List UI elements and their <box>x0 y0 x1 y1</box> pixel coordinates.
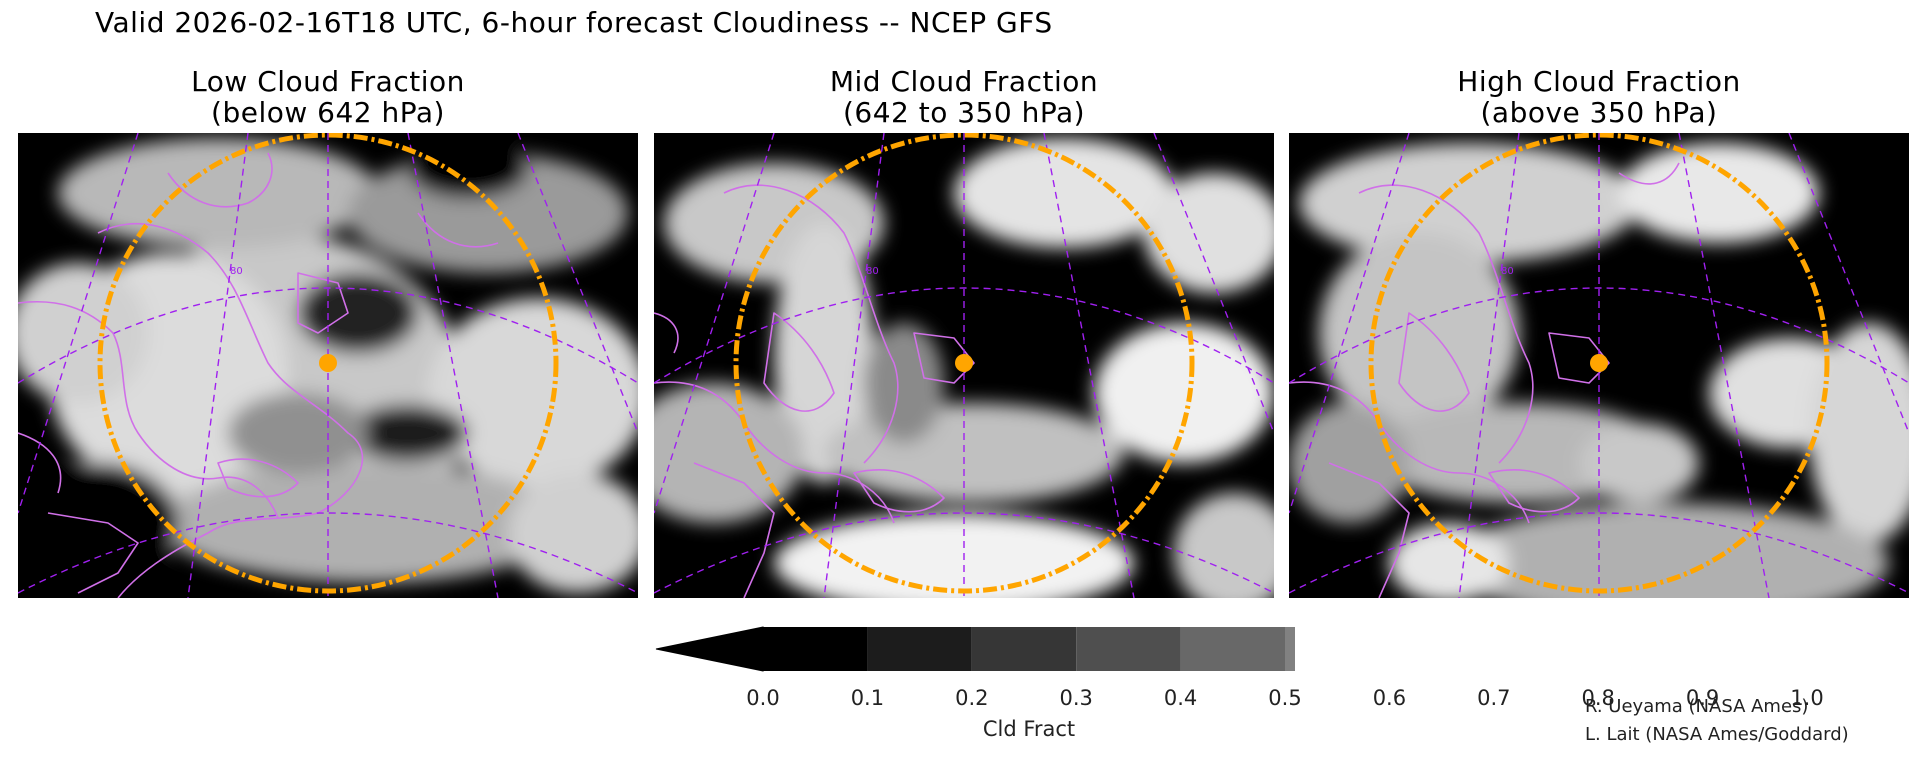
colorbar-tick-label: 0.1 <box>850 686 885 710</box>
panel-title-low-line1: Low Cloud Fraction <box>191 65 465 98</box>
range-ring <box>97 133 559 594</box>
colorbar-tick-label: 0.4 <box>1163 686 1198 710</box>
credit-line-2: L. Lait (NASA Ames/Goddard) <box>1585 724 1849 745</box>
grid-overlay <box>654 133 1274 598</box>
colorbar-tick-label: 0.2 <box>955 686 989 710</box>
colorbar-tick-label: 0.5 <box>1268 686 1302 710</box>
colorbar-tick-label: 0.8 <box>1581 686 1615 710</box>
colorbar-tick-label: 0.3 <box>1059 686 1093 710</box>
panel-title-mid-line2: (642 to 350 hPa) <box>842 96 1086 129</box>
colorbar-swatch <box>867 627 972 671</box>
colorbar-tick-label: 0.6 <box>1372 686 1407 710</box>
map-low: 80 <box>18 133 638 598</box>
panel-title-low: Low Cloud Fraction (below 642 hPa) <box>18 66 638 128</box>
colorbar-swatch <box>1285 627 1390 671</box>
colorbar-extension-low <box>655 626 764 672</box>
map-mid: 80 <box>654 133 1274 598</box>
colorbar-swatch <box>1180 627 1285 671</box>
colorbar-tick-label: 0.7 <box>1477 686 1511 710</box>
map-panel-mid: 80 <box>654 133 1274 598</box>
site-marker <box>1590 354 1608 372</box>
colorbar-swatch <box>1076 627 1181 671</box>
colorbar-tick-label: 0.0 <box>746 686 780 710</box>
panel-title-high-line1: High Cloud Fraction <box>1457 65 1741 98</box>
grid-overlay <box>1289 133 1909 598</box>
panel-title-low-line2: (below 642 hPa) <box>211 96 445 129</box>
colorbar-tick-label: 1.0 <box>1790 686 1824 710</box>
coastline-overlay <box>18 152 499 598</box>
credit-line-1: R. Ueyama (NASA Ames) <box>1585 696 1809 717</box>
site-marker <box>319 354 337 372</box>
range-ring <box>733 133 1195 594</box>
panel-title-mid: Mid Cloud Fraction (642 to 350 hPa) <box>654 66 1274 128</box>
cloud-field <box>654 138 1274 598</box>
grid-label-80: 80 <box>866 266 879 277</box>
cloud-field <box>1289 143 1909 598</box>
map-panel-low: 80 <box>18 133 638 598</box>
panel-title-mid-line1: Mid Cloud Fraction <box>829 65 1099 98</box>
range-ring <box>1368 133 1830 594</box>
colorbar-swatch <box>971 627 1077 671</box>
colorbar <box>655 626 1912 676</box>
map-high: 80 <box>1289 133 1909 598</box>
main-title: Valid 2026-02-16T18 UTC, 6-hour forecast… <box>95 6 1053 39</box>
coastline-overlay <box>1289 162 1680 598</box>
colorbar-tick-label: 0.9 <box>1685 686 1720 710</box>
map-panel-high: 80 <box>1289 133 1909 598</box>
panel-title-high-line2: (above 350 hPa) <box>1480 96 1718 129</box>
grid-label-80: 80 <box>230 266 243 277</box>
colorbar-swatches <box>655 626 1912 672</box>
site-marker <box>955 354 973 372</box>
colorbar-label: Cld Fract <box>982 717 1076 741</box>
colorbar-swatch <box>763 627 868 671</box>
panel-title-high: High Cloud Fraction (above 350 hPa) <box>1289 66 1909 128</box>
grid-label-80: 80 <box>1501 266 1514 277</box>
